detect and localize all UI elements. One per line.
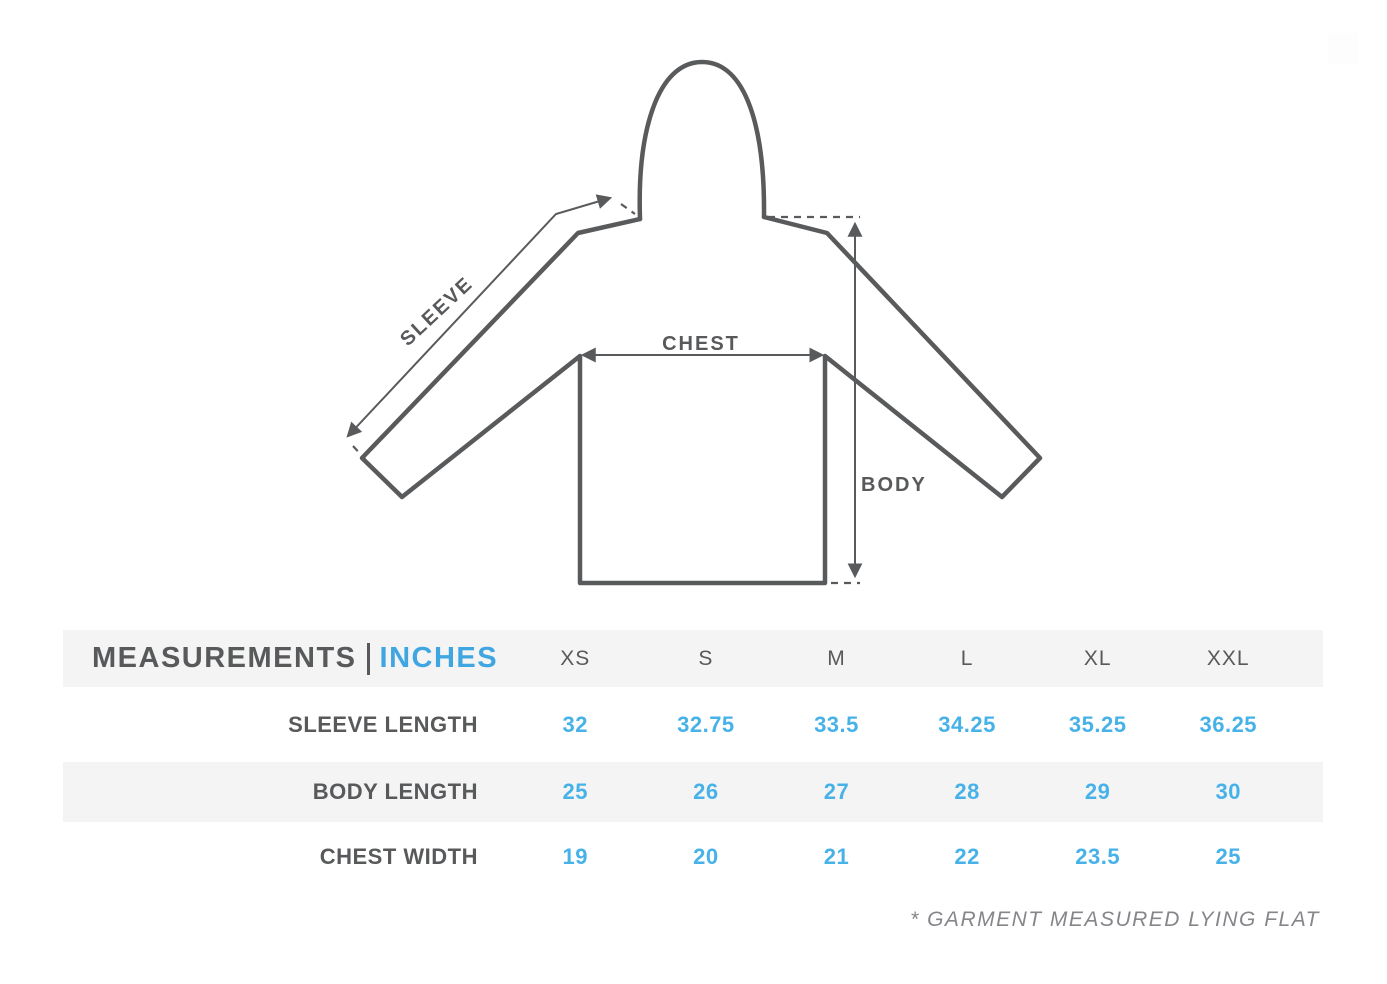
row-label-chest-width: CHEST WIDTH	[319, 844, 478, 869]
body-length-xxl: 30	[1162, 762, 1294, 822]
watermark-square	[1328, 33, 1358, 64]
sleeve-length-l: 34.25	[938, 711, 996, 737]
table-title: MEASUREMENTS	[92, 642, 357, 674]
row-label-body-length: BODY LENGTH	[63, 762, 510, 822]
footnote: * GARMENT MEASURED LYING FLAT	[910, 908, 1320, 931]
size-column-l: L	[901, 630, 1033, 687]
chest-width-m: 21	[823, 844, 850, 869]
row-spacer	[1294, 822, 1323, 892]
size-column-xl: XL	[1032, 630, 1163, 687]
body-label: BODY	[861, 474, 927, 496]
body-length-xs: 25	[510, 762, 641, 822]
body-length-m: 27	[771, 762, 902, 822]
size-column-xs: XS	[510, 630, 641, 687]
measurements-table: MEASUREMENTS INCHES XS S M L XL XXL SLEE…	[63, 630, 1323, 892]
hoodie-measurement-diagram: SLEEVE CHEST BODY	[346, 59, 1043, 586]
sleeve-length-xs: 32	[562, 711, 589, 737]
chest-width-xxl: 25	[1215, 844, 1241, 869]
sleeve-length-m: 33.5	[814, 711, 859, 737]
table-unit: INCHES	[379, 642, 499, 674]
sleeve-extension-dash-bottom	[352, 445, 366, 460]
size-column-s: S	[640, 630, 772, 687]
title-divider	[366, 642, 370, 675]
chest-width-xs: 19	[562, 844, 589, 869]
sleeve-extension-dash-top	[620, 203, 636, 215]
garment-outline	[359, 214, 1043, 586]
row-spacer	[1294, 687, 1323, 762]
row-label-sleeve-length: SLEEVE LENGTH	[288, 711, 478, 737]
header-spacer	[1293, 630, 1323, 687]
sleeve-length-xxl: 36.25	[1199, 711, 1258, 737]
hood-outline	[637, 59, 767, 222]
sleeve-length-s: 32.75	[677, 711, 735, 737]
chest-width-xl: 23.5	[1075, 844, 1121, 869]
chest-label: CHEST	[662, 333, 740, 355]
size-column-m: M	[771, 630, 902, 687]
body-length-s: 26	[640, 762, 772, 822]
body-length-l: 28	[901, 762, 1033, 822]
table-header-title-cell: MEASUREMENTS INCHES	[63, 630, 510, 687]
chest-width-s: 20	[693, 844, 719, 869]
size-column-xxl: XXL	[1162, 630, 1294, 687]
row-spacer	[1293, 762, 1323, 822]
sleeve-length-xl: 35.25	[1068, 711, 1127, 737]
sleeve-measure-arrow	[346, 194, 613, 438]
body-length-xl: 29	[1032, 762, 1163, 822]
chest-width-l: 22	[954, 844, 980, 869]
